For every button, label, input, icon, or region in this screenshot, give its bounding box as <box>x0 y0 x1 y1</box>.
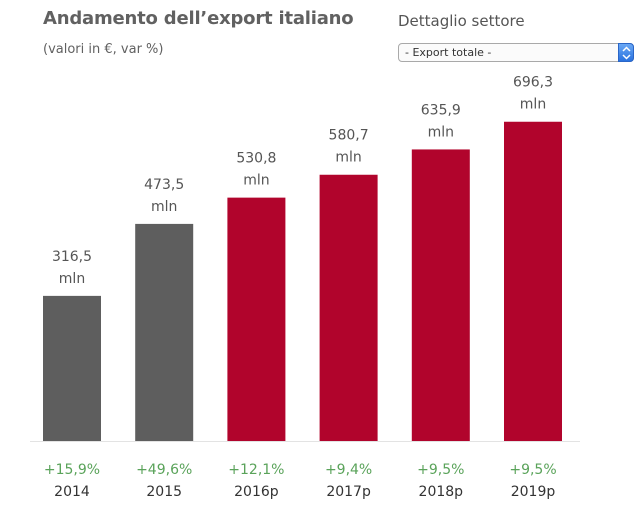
bar-unit-label: mln <box>335 150 361 166</box>
x-tick-label: 2015 <box>146 484 182 500</box>
bar-unit-label: mln <box>428 124 454 140</box>
bar-value-label: 473,5 <box>144 177 184 193</box>
bar-unit-label: mln <box>243 173 269 189</box>
bar-2018p <box>411 149 470 441</box>
bar-2019p <box>504 121 562 441</box>
bar-unit-label: mln <box>151 199 177 215</box>
select-arrows-icon[interactable] <box>618 43 634 62</box>
x-tick-label: 2017p <box>326 484 371 500</box>
growth-label: +15,9% <box>44 462 100 478</box>
bar-2016p <box>227 197 286 441</box>
bar-2015 <box>135 223 194 441</box>
bar-unit-label: mln <box>520 97 546 113</box>
growth-label: +12,1% <box>228 462 284 478</box>
bar-value-label: 696,3 <box>513 75 553 91</box>
bar-value-label: 316,5 <box>52 249 92 265</box>
bar-value-label: 580,7 <box>329 128 369 144</box>
bar-value-label: 635,9 <box>421 102 461 118</box>
bar-2017p <box>319 174 378 441</box>
growth-label: +9,5% <box>509 462 556 478</box>
bar-unit-label: mln <box>59 271 85 287</box>
growth-label: +49,6% <box>136 462 192 478</box>
sector-filter-label: Dettaglio settore <box>398 12 525 30</box>
bar-2014 <box>43 295 101 441</box>
x-tick-label: 2016p <box>234 484 279 500</box>
bar-value-label: 530,8 <box>236 151 276 167</box>
chart-subtitle: (valori in €, var %) <box>43 42 164 57</box>
sector-select[interactable]: - Export totale - <box>398 43 634 62</box>
x-tick-label: 2018p <box>419 484 464 500</box>
x-tick-label: 2019p <box>511 484 556 500</box>
x-tick-label: 2014 <box>54 484 90 500</box>
chart-title: Andamento dell’export italiano <box>43 8 354 29</box>
growth-label: +9,5% <box>417 462 464 478</box>
sector-select-value: - Export totale - <box>405 46 492 59</box>
growth-label: +9,4% <box>325 462 372 478</box>
